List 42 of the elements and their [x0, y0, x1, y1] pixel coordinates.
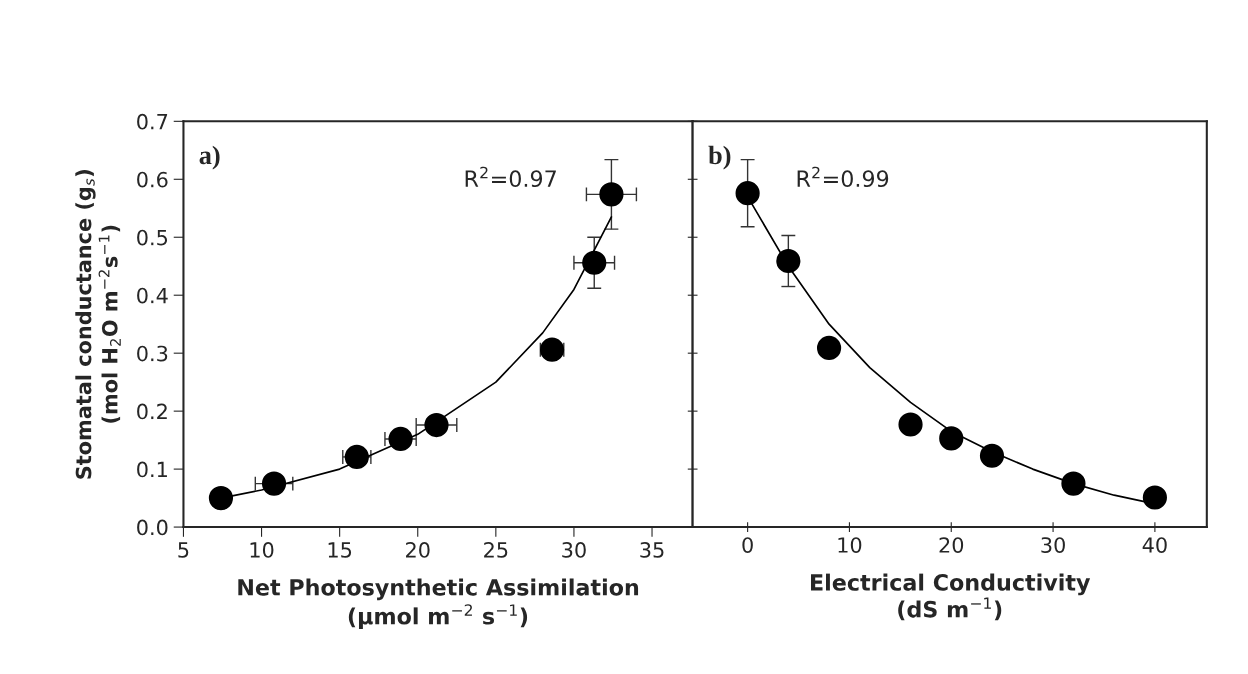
- text: Stomatal conductance (g$_{s}$) (mol H$_{2}$O m$^{−2}$s$^{−1}$): [75, 170, 121, 479]
- x-tick-label: 10: [250, 542, 274, 558]
- point: [735, 181, 760, 206]
- point: [344, 444, 369, 470]
- y-tick-label: 0.2: [137, 403, 167, 420]
- x-tick-label: 10: [838, 537, 862, 553]
- point: [979, 443, 1005, 468]
- y-tick-label: 0.5: [137, 229, 168, 246]
- point: [816, 335, 842, 361]
- x-axis-title: Electrical Conductivity (dS m$^{−1}$): [811, 573, 1091, 621]
- y-tick-label: 0.3: [137, 345, 168, 362]
- x-tick-label: 25: [484, 542, 508, 558]
- x-tick-label: 15: [328, 542, 352, 558]
- annotation: a): [199, 145, 220, 170]
- x-tick-label: 30: [562, 542, 586, 558]
- point: [898, 412, 923, 437]
- point: [1061, 471, 1086, 496]
- x-tick-label: 40: [1142, 537, 1167, 553]
- x-tick-label: 30: [1041, 537, 1065, 553]
- point: [388, 426, 413, 452]
- x-axis-title: Net Photosynthetic Assimilation (μmol m$^{−2}$ s$^{−1}$): [238, 578, 639, 629]
- x-tick-label: 20: [939, 537, 964, 553]
- annotation: R$^{2}$=0.99: [797, 166, 889, 188]
- point: [599, 182, 624, 207]
- x-tick-label: 35: [640, 542, 664, 558]
- x-tick-label: 5: [178, 542, 189, 558]
- y-tick-label: 0.7: [137, 113, 168, 130]
- y-tick-label: 0.0: [137, 519, 168, 536]
- point: [939, 426, 964, 451]
- y-tick-label: 0.4: [137, 287, 168, 304]
- point: [776, 248, 801, 274]
- annotation: R$^{2}$=0.97: [465, 166, 556, 188]
- point: [208, 485, 234, 511]
- x-tick-label: 20: [406, 542, 430, 558]
- y-tick-label: 0.6: [137, 171, 168, 188]
- annotation: b): [708, 145, 731, 170]
- x-tick-label: 0: [742, 537, 753, 553]
- y-tick-label: 0.1: [137, 461, 167, 478]
- point: [424, 412, 449, 438]
- point: [1142, 485, 1167, 510]
- point: [261, 471, 287, 496]
- point: [582, 250, 607, 275]
